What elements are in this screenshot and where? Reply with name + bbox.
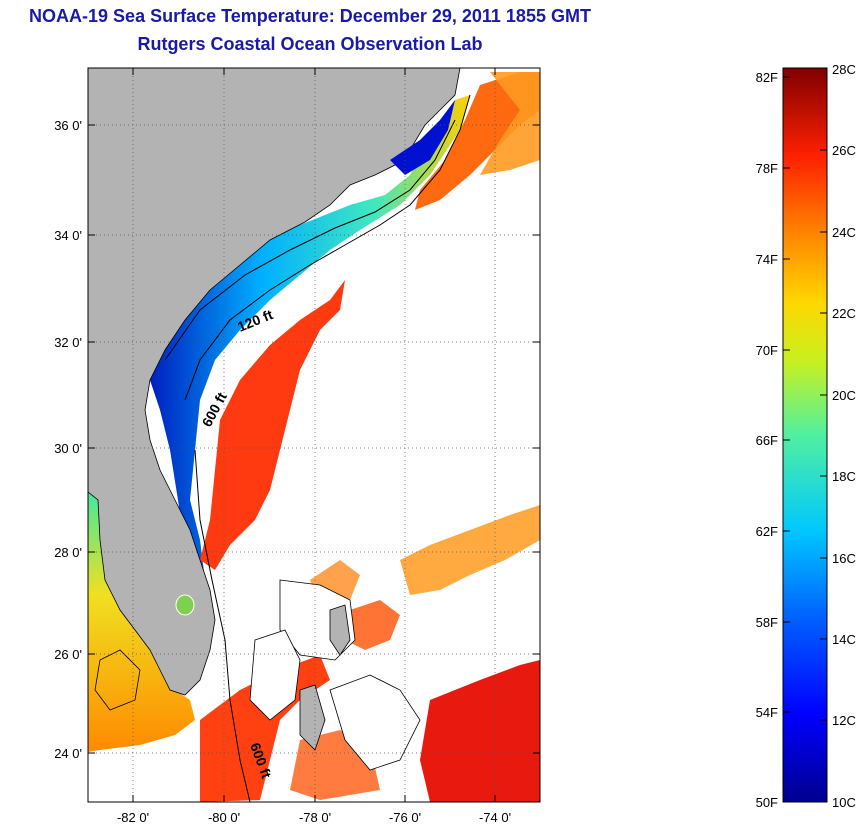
lat-label-26: 26 0' [54, 647, 82, 662]
colorbar-c-22: 22C [832, 306, 856, 321]
lon-label-78: -78 0' [299, 810, 331, 825]
warm-patch-mid [345, 600, 400, 650]
bahamas-bank-east [329, 674, 421, 771]
lat-label-30: 30 0' [54, 441, 82, 456]
lat-label-32: 32 0' [54, 335, 82, 350]
lat-label-34: 34 0' [54, 228, 82, 243]
tick-marks [88, 68, 540, 802]
land-us-southeast [88, 68, 461, 696]
colorbar-f-62: 62F [756, 524, 778, 539]
colorbar-f-78: 78F [756, 161, 778, 176]
colorbar [782, 67, 828, 803]
colorbar-f-74: 74F [756, 252, 778, 267]
gulf-stream-north [415, 72, 540, 210]
lat-label-36: 36 0' [54, 118, 82, 133]
colorbar-c-18: 18C [832, 469, 856, 484]
warm-south-west [200, 655, 330, 802]
colorbar-c-12: 12C [832, 713, 856, 728]
lon-label-76: -76 0' [389, 810, 421, 825]
colorbar-c-16: 16C [832, 551, 856, 566]
colorbar-c-10: 10C [832, 795, 856, 810]
lake-okeechobee [175, 594, 195, 616]
contour-gulf [94, 649, 141, 711]
warm-south-east [420, 660, 540, 802]
colorbar-ticks [783, 76, 827, 721]
bahamas-bank-west [249, 629, 301, 721]
contour-120ft [164, 119, 456, 361]
lat-label-24: 24 0' [54, 746, 82, 761]
colorbar-f-66: 66F [756, 433, 778, 448]
offshore-warm-north [480, 72, 540, 175]
contour-florida-shelf [194, 449, 251, 802]
map-title: NOAA-19 Sea Surface Temperature: Decembe… [29, 6, 591, 26]
colorbar-f-54: 54F [756, 705, 778, 720]
warm-patch-east [400, 505, 540, 595]
cold-pamlico-sound [390, 100, 455, 175]
abaco-island [329, 604, 351, 656]
colorbar-f-70: 70F [756, 343, 778, 358]
lon-label-74: -74 0' [479, 810, 511, 825]
colorbar-c-26: 26C [832, 143, 856, 158]
gulf-stream-band [200, 280, 345, 570]
colorbar-f-50: 50F [756, 795, 778, 810]
lat-label-28: 28 0' [54, 545, 82, 560]
map-subtitle: Rutgers Coastal Ocean Observation Lab [137, 34, 483, 54]
colorbar-f-58: 58F [756, 615, 778, 630]
gridlines [88, 68, 540, 802]
colorbar-c-28: 28C [832, 62, 856, 77]
map-frame [87, 67, 541, 803]
lon-label-82: -82 0' [117, 810, 149, 825]
lon-label-80: -80 0' [208, 810, 240, 825]
colorbar-f-82: 82F [756, 70, 778, 85]
colorbar-c-20: 20C [832, 388, 856, 403]
bahamas-island [299, 684, 326, 751]
colorbar-c-14: 14C [832, 632, 856, 647]
contour-600ft [184, 94, 471, 401]
colorbar-c-24: 24C [832, 225, 856, 240]
